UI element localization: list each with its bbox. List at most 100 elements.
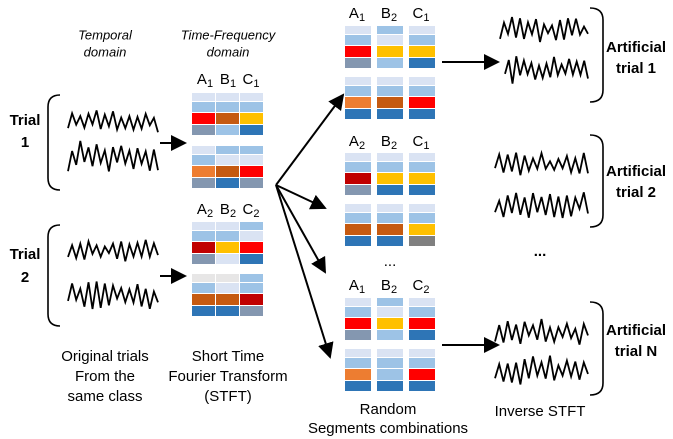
segment-label: C1 <box>243 71 260 90</box>
cell <box>409 318 435 329</box>
cell <box>409 330 435 340</box>
cell <box>216 283 239 293</box>
cell <box>192 178 215 188</box>
caption: Segments combinations <box>308 420 468 437</box>
cell <box>377 236 403 246</box>
ellipsis: ... <box>534 243 547 260</box>
cell <box>216 254 239 264</box>
cell <box>192 125 215 135</box>
cell <box>377 358 403 368</box>
cell <box>345 109 371 119</box>
trial-label: 1 <box>21 134 29 151</box>
segment-index: 1 <box>207 78 213 90</box>
cell <box>192 93 215 101</box>
cell <box>409 307 435 317</box>
cell <box>345 224 371 235</box>
cell <box>409 236 435 246</box>
arrows <box>160 54 500 359</box>
cell <box>377 298 403 306</box>
caption: same class <box>67 388 142 405</box>
cell <box>409 204 435 212</box>
caption: Inverse STFT <box>495 403 586 420</box>
cell <box>345 298 371 306</box>
cell <box>377 307 403 317</box>
artificial-label: Artificial <box>606 322 666 339</box>
segment-letter: B <box>381 133 391 150</box>
segment-label: C2 <box>243 201 260 220</box>
cell <box>192 283 215 293</box>
waveform <box>494 192 589 219</box>
cell <box>216 231 239 241</box>
cell <box>192 102 215 112</box>
cell <box>377 97 403 108</box>
caption: From the <box>75 368 135 385</box>
header: domain <box>207 44 250 59</box>
segment-index: 1 <box>253 78 259 90</box>
ellipsis: ... <box>384 253 397 270</box>
cell <box>377 185 403 195</box>
cell <box>345 369 371 380</box>
cell <box>192 155 215 165</box>
segment-label: A1 <box>349 277 365 296</box>
cell <box>192 222 215 230</box>
cell <box>409 26 435 34</box>
segment-label: C1 <box>413 133 430 152</box>
segment-index: 1 <box>423 140 429 152</box>
cell <box>409 86 435 96</box>
waveform <box>499 16 589 43</box>
artificial-label: Artificial <box>606 39 666 56</box>
segment-label: C1 <box>413 5 430 24</box>
cell <box>377 26 403 34</box>
cell <box>216 125 239 135</box>
header: Time-Frequency <box>181 27 277 42</box>
cell <box>377 224 403 235</box>
cell <box>377 173 403 184</box>
cell <box>377 369 403 380</box>
artificial-label: trial N <box>615 343 658 360</box>
trial-label: Trial <box>10 112 41 129</box>
cell <box>377 162 403 172</box>
segment-index: 2 <box>391 12 397 24</box>
cell <box>240 242 263 253</box>
cell <box>377 109 403 119</box>
cell <box>377 330 403 340</box>
cell <box>192 274 215 282</box>
cell <box>409 58 435 68</box>
cell <box>345 162 371 172</box>
segment-index: 2 <box>207 208 213 220</box>
brackets <box>47 7 604 396</box>
segment-index: 2 <box>391 284 397 296</box>
cell <box>409 358 435 368</box>
segment-label: B2 <box>381 277 397 296</box>
cell <box>409 213 435 223</box>
cell <box>345 330 371 340</box>
cell <box>409 97 435 108</box>
waveform <box>67 110 159 133</box>
trial-label: Trial <box>10 246 41 263</box>
cell <box>345 35 371 45</box>
cell <box>192 254 215 264</box>
waveform <box>504 56 589 84</box>
cell <box>192 166 215 177</box>
caption: Random <box>360 401 417 418</box>
segment-letter: A <box>349 133 359 150</box>
cell <box>192 231 215 241</box>
cell <box>216 166 239 177</box>
segment-label: B2 <box>220 201 236 220</box>
cell <box>216 306 239 316</box>
segment-letter: A <box>349 5 359 22</box>
cell <box>192 306 215 316</box>
segment-index: 1 <box>359 284 365 296</box>
segment-label: A2 <box>197 201 213 220</box>
cell <box>377 77 403 85</box>
cell <box>345 358 371 368</box>
segment-letter: C <box>243 201 254 218</box>
cell <box>345 307 371 317</box>
segment-letter: B <box>381 5 391 22</box>
cell <box>216 93 239 101</box>
waveform <box>67 237 159 262</box>
caption: Fourier Transform <box>168 368 287 385</box>
cell <box>240 306 263 316</box>
waveform <box>494 355 589 385</box>
